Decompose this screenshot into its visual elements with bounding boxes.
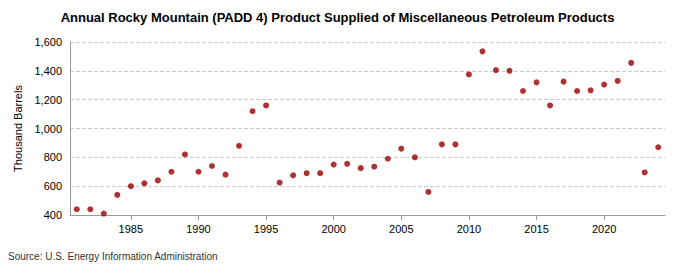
svg-text:2005: 2005 <box>389 223 413 235</box>
svg-text:400: 400 <box>44 209 62 221</box>
svg-text:1985: 1985 <box>119 223 143 235</box>
svg-text:2020: 2020 <box>592 223 616 235</box>
svg-text:1990: 1990 <box>186 223 210 235</box>
svg-text:1,600: 1,600 <box>34 36 62 48</box>
svg-text:1,200: 1,200 <box>34 94 62 106</box>
svg-text:Source: U.S. Energy Informatio: Source: U.S. Energy Information Administ… <box>8 251 218 262</box>
svg-text:1,400: 1,400 <box>34 65 62 77</box>
svg-text:800: 800 <box>44 151 62 163</box>
svg-text:1995: 1995 <box>254 223 278 235</box>
svg-text:2010: 2010 <box>457 223 481 235</box>
svg-text:1,000: 1,000 <box>34 123 62 135</box>
svg-text:2015: 2015 <box>524 223 548 235</box>
svg-text:2000: 2000 <box>321 223 345 235</box>
svg-text:Annual Rocky Mountain (PADD 4): Annual Rocky Mountain (PADD 4) Product S… <box>61 10 615 25</box>
svg-text:600: 600 <box>44 180 62 192</box>
svg-text:Thousand Barrels: Thousand Barrels <box>12 85 24 172</box>
